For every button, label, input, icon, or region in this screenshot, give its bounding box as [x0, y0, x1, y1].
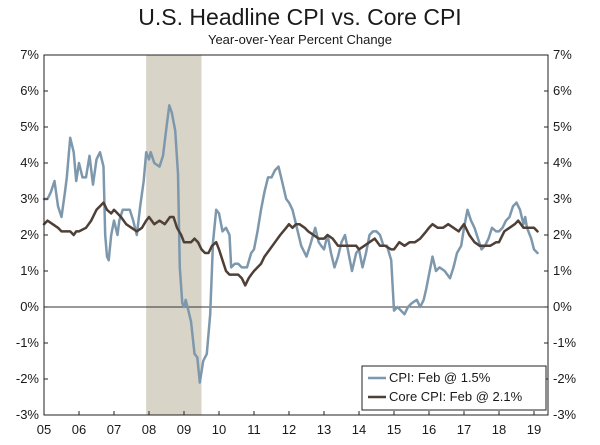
tick-layer: 7% 7% 6% 6% 5% 5% 4% 4% 3% 3% 2% 2% 1% 1% 0% 0% -1% -1% -2…	[16, 47, 577, 437]
y-tick-label-right: 1%	[553, 263, 572, 278]
x-tick-label: 15	[387, 422, 401, 437]
recession-shading-layer	[146, 55, 202, 415]
chart-subtitle: Year-over-Year Percent Change	[207, 32, 393, 47]
legend: CPI: Feb @ 1.5% Core CPI: Feb @ 2.1%	[361, 365, 547, 411]
y-tick-label-left: 1%	[20, 263, 39, 278]
legend-label-core-cpi: Core CPI: Feb @ 2.1%	[389, 389, 523, 404]
legend-box	[361, 365, 547, 411]
x-tick-label: 10	[212, 422, 226, 437]
y-tick-label-left: -2%	[16, 371, 40, 386]
x-tick-label: 08	[142, 422, 156, 437]
x-tick-label: 12	[282, 422, 296, 437]
plot-frame-layer	[43, 54, 549, 416]
x-tick-label: 11	[247, 422, 261, 437]
y-tick-label-left: 5%	[20, 119, 39, 134]
y-tick-label-left: 7%	[20, 47, 39, 62]
series-line-cpi	[42, 104, 539, 384]
y-tick-label-right: 2%	[553, 227, 572, 242]
plot-frame	[43, 54, 549, 416]
legend-label-cpi: CPI: Feb @ 1.5%	[389, 370, 491, 385]
x-tick-label: 06	[72, 422, 86, 437]
y-tick-label-left: 3%	[20, 191, 39, 206]
x-tick-label: 14	[352, 422, 366, 437]
y-tick-label-right: 0%	[553, 299, 572, 314]
x-tick-label: 18	[492, 422, 506, 437]
y-tick-label-right: 3%	[553, 191, 572, 206]
y-tick-label-right: -2%	[553, 371, 577, 386]
y-tick-label-left: 4%	[20, 155, 39, 170]
y-tick-label-left: 2%	[20, 227, 39, 242]
y-tick-label-right: 7%	[553, 47, 572, 62]
series-line-core-cpi	[42, 201, 539, 287]
x-tick-label: 09	[177, 422, 191, 437]
y-tick-label-left: -1%	[16, 335, 40, 350]
x-tick-label: 07	[107, 422, 121, 437]
x-tick-label: 19	[527, 422, 541, 437]
x-tick-label: 17	[457, 422, 471, 437]
series-layer	[42, 104, 539, 384]
y-tick-label-left: 6%	[20, 83, 39, 98]
y-tick-label-right: -1%	[553, 335, 577, 350]
x-tick-label: 13	[317, 422, 331, 437]
x-tick-label: 16	[422, 422, 436, 437]
x-tick-label: 05	[37, 422, 51, 437]
recession-shade	[146, 55, 202, 415]
y-tick-label-right: 6%	[553, 83, 572, 98]
y-tick-label-right: 5%	[553, 119, 572, 134]
y-tick-label-right: 4%	[553, 155, 572, 170]
y-tick-label-left: 0%	[20, 299, 39, 314]
chart-title: U.S. Headline CPI vs. Core CPI	[138, 4, 462, 30]
y-tick-label-right: -3%	[553, 407, 577, 422]
y-tick-label-left: -3%	[16, 407, 40, 422]
